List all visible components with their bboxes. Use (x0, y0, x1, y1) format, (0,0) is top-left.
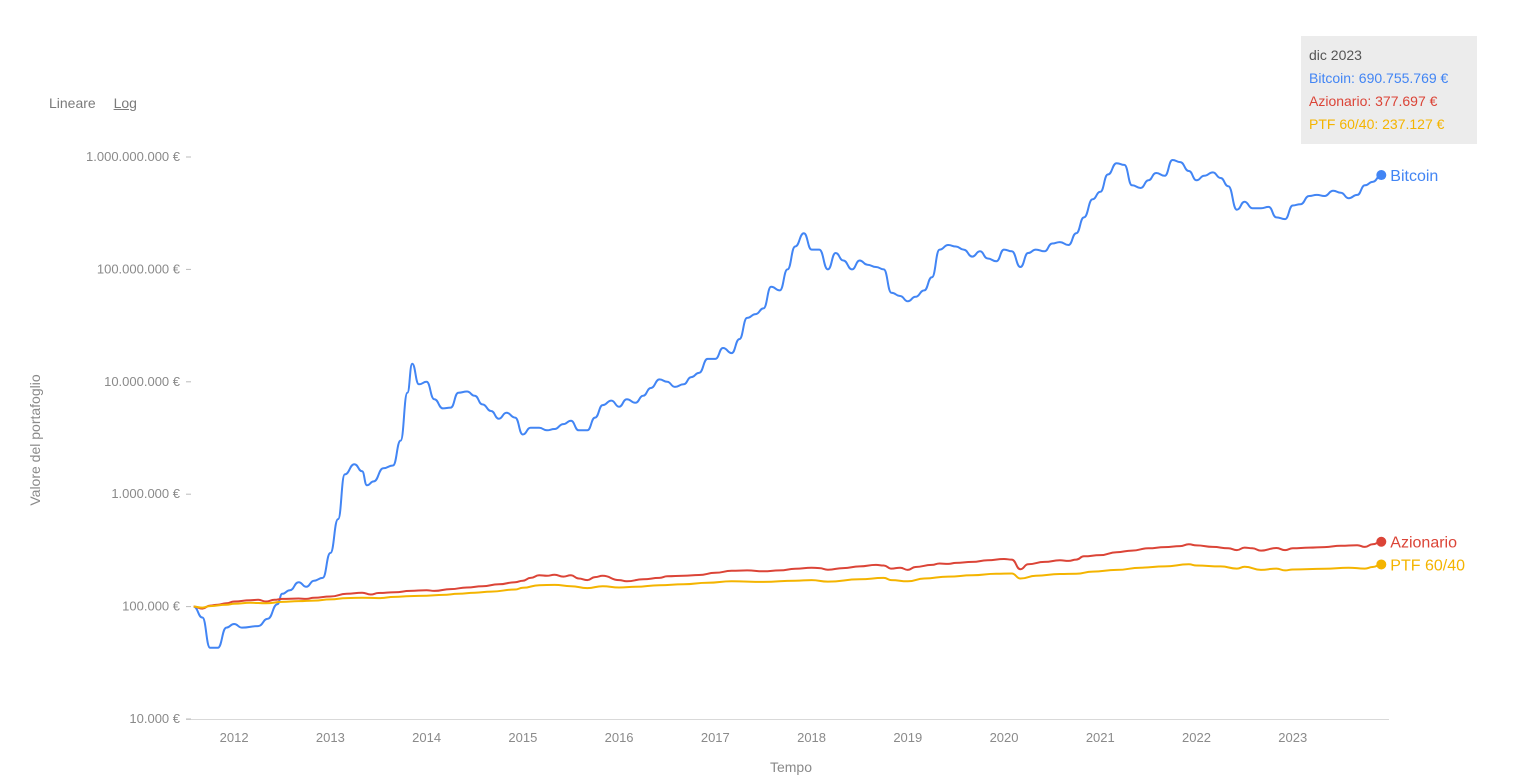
x-tick-label: 2016 (605, 730, 634, 745)
x-tick-label: 2021 (1086, 730, 1115, 745)
series-end-dot-ptf-60-40 (1376, 559, 1387, 570)
tooltip-row-bitcoin: Bitcoin: 690.755.769 € (1309, 70, 1449, 86)
series-line-azionario (193, 540, 1382, 610)
series-end-dot-bitcoin (1376, 170, 1387, 181)
x-tick-label: 2014 (412, 730, 441, 745)
y-tick-label: 1.000.000.000 € (86, 149, 181, 164)
x-tick-label: 2017 (701, 730, 730, 745)
x-tick-label: 2015 (508, 730, 537, 745)
x-tick-label: 2023 (1278, 730, 1307, 745)
linear-scale-button[interactable]: Lineare (49, 95, 96, 111)
tooltip-row-ptf: PTF 60/40: 237.127 € (1309, 116, 1445, 132)
y-axis-title: Valore del portafoglio (27, 374, 43, 505)
x-tick-label: 2012 (220, 730, 249, 745)
x-tick-label: 2019 (893, 730, 922, 745)
y-tick-label: 100.000.000 € (97, 261, 181, 276)
x-tick-label: 2018 (797, 730, 826, 745)
tooltip-row-azionario: Azionario: 377.697 € (1309, 93, 1438, 109)
series-end-label-bitcoin: Bitcoin (1390, 168, 1438, 185)
hover-tooltip: dic 2023 Bitcoin: 690.755.769 € Azionari… (1301, 36, 1477, 144)
x-tick-label: 2020 (990, 730, 1019, 745)
x-axis-title: Tempo (770, 759, 812, 775)
y-tick-label: 100.000 € (122, 599, 181, 614)
y-tick-label: 1.000.000 € (111, 486, 180, 501)
series-line-ptf-60-40 (193, 563, 1382, 609)
series-end-label-azionario: Azionario (1390, 535, 1457, 552)
series-end-dot-azionario (1376, 536, 1387, 547)
log-scale-button[interactable]: Log (113, 95, 137, 111)
series-end-label-ptf-60-40: PTF 60/40 (1390, 557, 1465, 574)
y-tick-label: 10.000 € (129, 711, 180, 726)
tooltip-date: dic 2023 (1309, 47, 1362, 63)
series-line-bitcoin (193, 159, 1382, 649)
x-tick-label: 2013 (316, 730, 345, 745)
x-tick-label: 2022 (1182, 730, 1211, 745)
scale-toggle: Lineare Log (49, 95, 151, 111)
y-tick-label: 10.000.000 € (104, 374, 181, 389)
